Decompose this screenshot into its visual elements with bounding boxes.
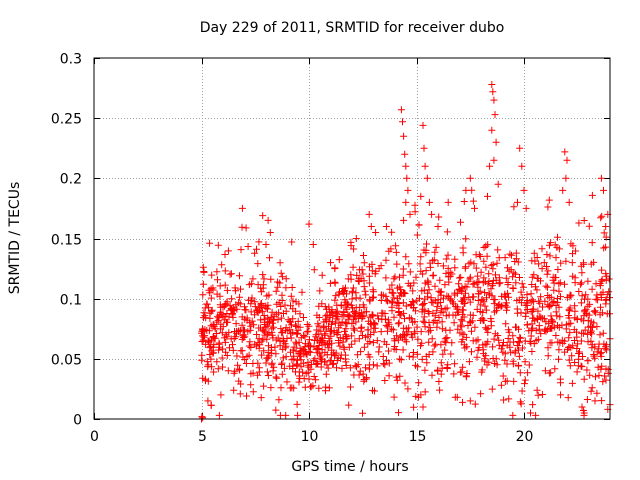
y-tick-label: 0: [73, 413, 82, 429]
y-tick-label: 0.05: [51, 353, 82, 369]
x-tick-label: 20: [516, 429, 534, 445]
y-tick-label: 0.25: [51, 112, 82, 128]
x-tick-label: 0: [90, 429, 99, 445]
y-tick-label: 0.3: [60, 52, 82, 68]
chart-title: Day 229 of 2011, SRMTID for receiver dub…: [200, 20, 505, 36]
x-tick-label: 5: [198, 429, 207, 445]
y-tick-label: 0.1: [60, 293, 82, 309]
x-tick-label: 15: [409, 429, 427, 445]
y-tick-label: 0.2: [60, 172, 82, 188]
x-tick-label: 10: [301, 429, 319, 445]
x-axis-title: GPS time / hours: [291, 459, 408, 475]
chart-svg: Day 229 of 2011, SRMTID for receiver dub…: [0, 0, 640, 480]
y-tick-label: 0.15: [51, 233, 82, 249]
y-axis-title: SRMTID / TECUs: [7, 182, 23, 295]
